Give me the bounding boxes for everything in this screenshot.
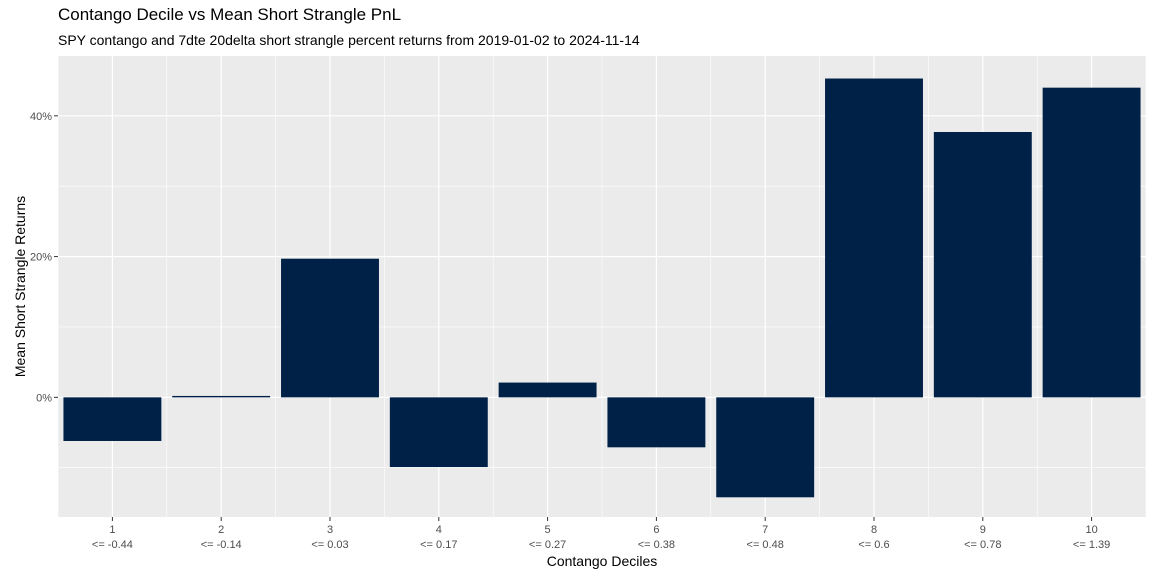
bar-decile-6 xyxy=(607,397,706,448)
x-tick-sublabel: <= 0.27 xyxy=(529,539,566,551)
chart-title: Contango Decile vs Mean Short Strangle P… xyxy=(58,5,402,24)
bar-decile-1 xyxy=(63,397,162,441)
x-tick-label: 3 xyxy=(327,524,333,536)
x-tick-sublabel: <= 0.78 xyxy=(964,539,1001,551)
x-tick-label: 6 xyxy=(653,524,659,536)
x-axis: 1 <= -0.44 2 <= -0.14 3 <= 0.03 4 <= 0.17 5 <= 0.… xyxy=(92,517,1110,551)
y-axis: 0% 20% 40% xyxy=(30,111,58,404)
x-tick-sublabel: <= 1.39 xyxy=(1073,539,1110,551)
bar-decile-9 xyxy=(933,132,1032,398)
x-tick-sublabel: <= 0.6 xyxy=(858,539,889,551)
x-tick-label: 9 xyxy=(980,524,986,536)
y-tick-label: 0% xyxy=(36,392,52,404)
chart-subtitle: SPY contango and 7dte 20delta short stra… xyxy=(58,32,640,48)
x-tick-sublabel: <= -0.14 xyxy=(201,539,242,551)
y-tick-label: 20% xyxy=(30,252,52,264)
x-tick-label: 4 xyxy=(436,524,442,536)
x-tick-label: 7 xyxy=(762,524,768,536)
bar-decile-8 xyxy=(825,78,923,398)
bar-decile-10 xyxy=(1042,87,1141,398)
bar-decile-7 xyxy=(716,397,815,498)
x-axis-title: Contango Deciles xyxy=(547,553,658,569)
x-tick-sublabel: <= -0.44 xyxy=(92,539,133,551)
x-tick-sublabel: <= 0.17 xyxy=(420,539,457,551)
x-tick-label: 2 xyxy=(218,524,224,536)
x-tick-sublabel: <= 0.38 xyxy=(638,539,675,551)
y-tick-label: 40% xyxy=(30,111,52,123)
bar-decile-3 xyxy=(281,258,379,398)
minor-gridlines xyxy=(57,56,1147,517)
bar-decile-4 xyxy=(389,397,488,468)
bar-decile-5 xyxy=(498,382,597,398)
y-axis-title: Mean Short Strangle Returns xyxy=(12,196,28,377)
x-tick-sublabel: <= 0.03 xyxy=(311,539,348,551)
x-tick-label: 5 xyxy=(545,524,551,536)
x-tick-sublabel: <= 0.48 xyxy=(747,539,784,551)
x-tick-label: 10 xyxy=(1085,524,1097,536)
bar-decile-2 xyxy=(172,395,271,398)
x-tick-label: 1 xyxy=(109,524,115,536)
x-tick-label: 8 xyxy=(871,524,877,536)
bars xyxy=(63,78,1141,498)
